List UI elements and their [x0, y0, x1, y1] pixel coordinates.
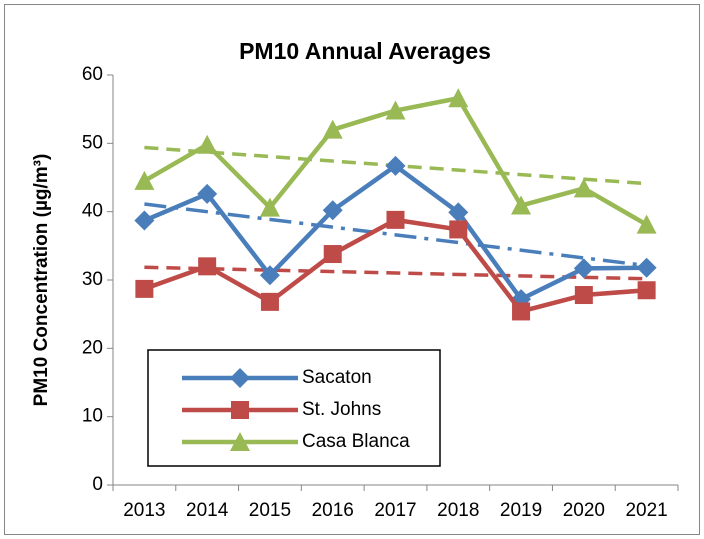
y-tick-label: 20 — [82, 337, 103, 358]
x-tick-label: 2016 — [312, 500, 354, 521]
trend-line — [144, 202, 647, 268]
marker — [197, 134, 218, 154]
y-tick-label: 10 — [82, 406, 103, 427]
chart-title: PM10 Annual Averages — [239, 38, 491, 64]
x-tick-label: 2019 — [500, 500, 542, 521]
marker — [386, 210, 405, 229]
legend-label: Sacaton — [302, 367, 372, 388]
y-axis-label: PM10 Concentration (µg/m³) — [31, 154, 52, 407]
marker — [448, 202, 469, 223]
legend-label: St. Johns — [302, 399, 381, 420]
marker — [385, 155, 406, 176]
x-tick-label: 2020 — [563, 500, 605, 521]
marker — [134, 210, 155, 231]
marker — [636, 214, 657, 234]
y-tick-label: 30 — [82, 269, 103, 290]
y-tick-label: 40 — [82, 201, 103, 222]
marker — [134, 170, 155, 190]
marker — [573, 258, 594, 279]
marker — [511, 195, 532, 215]
marker — [385, 100, 406, 120]
y-tick-label: 0 — [92, 474, 103, 495]
marker — [230, 432, 250, 451]
marker — [198, 257, 217, 276]
x-tick-label: 2014 — [186, 500, 229, 521]
legend-label: Casa Blanca — [302, 431, 410, 452]
marker — [197, 183, 218, 204]
x-tick-label: 2017 — [374, 500, 416, 521]
marker — [574, 286, 593, 305]
marker — [230, 368, 250, 388]
x-tick-label: 2021 — [625, 500, 667, 521]
marker — [449, 220, 468, 239]
marker — [259, 265, 280, 286]
marker — [323, 245, 342, 264]
x-tick-label: 2018 — [437, 500, 479, 521]
marker — [512, 302, 531, 321]
x-tick-label: 2013 — [123, 500, 165, 521]
marker — [573, 178, 594, 198]
marker — [231, 401, 249, 419]
marker — [637, 281, 656, 300]
marker — [322, 119, 343, 139]
y-tick-label: 60 — [82, 64, 103, 85]
marker — [636, 257, 657, 278]
marker — [260, 292, 279, 311]
marker — [259, 197, 280, 217]
y-tick-label: 50 — [82, 132, 103, 153]
marker — [322, 200, 343, 221]
marker — [135, 279, 154, 298]
marker — [448, 88, 469, 108]
x-tick-label: 2015 — [249, 500, 291, 521]
